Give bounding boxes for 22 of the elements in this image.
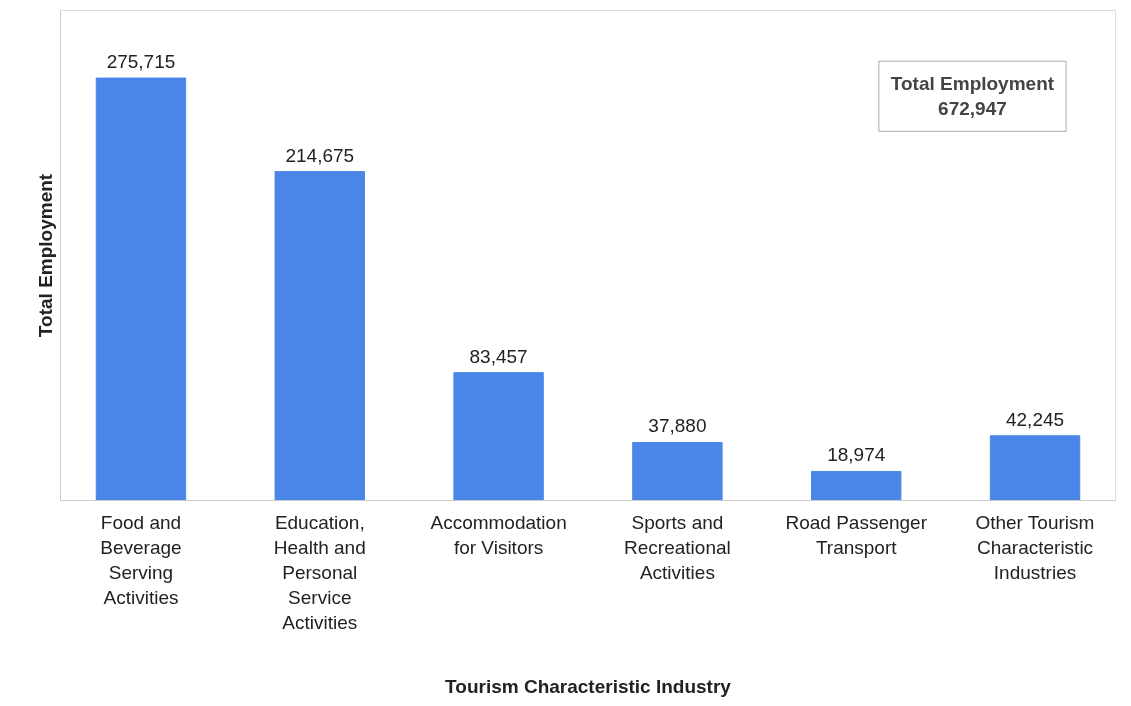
bar: [453, 372, 544, 501]
data-label: 214,675: [285, 144, 355, 166]
bar: [989, 435, 1081, 501]
text: Total Employment: [34, 173, 56, 338]
x-tick-label: Road Passenger Transport: [785, 511, 928, 558]
bar: [632, 441, 723, 501]
x-tick-label: Education, Health and Personal Service Activities: [273, 511, 366, 634]
bar: [274, 171, 365, 501]
data-label: 275,715: [106, 51, 176, 73]
x-tick-label: Food and Beverage Serving Activities: [100, 511, 182, 609]
y-axis-title: Total Employment: [890, 73, 1055, 95]
x-axis-title: Tourism Characteristic Industry: [445, 676, 732, 698]
bar: [95, 77, 187, 501]
bar: [811, 470, 902, 501]
text: 672,947: [938, 98, 1007, 120]
data-label: 83,457: [469, 345, 528, 367]
x-tick-label: Sports and Recreational Activities: [624, 511, 731, 583]
x-tick-label: Accommodation for Visitors: [430, 511, 567, 558]
x-tick-label: Other Tourism Characteristic Industries: [975, 511, 1095, 583]
data-label: 37,880: [648, 415, 707, 437]
data-label: 42,245: [1005, 408, 1065, 430]
data-label: 18,974: [827, 444, 886, 466]
